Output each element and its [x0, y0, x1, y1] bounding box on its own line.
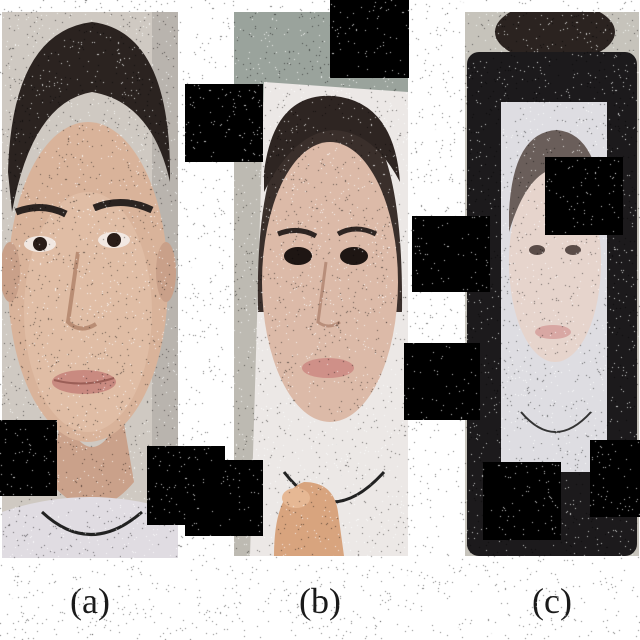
occluder-box	[545, 157, 623, 235]
occluder-box	[404, 343, 480, 420]
occluder-box	[185, 84, 263, 162]
panel-c-label: (c)	[532, 581, 572, 621]
panel-a-label: (a)	[70, 581, 110, 621]
occluder-box	[412, 216, 490, 292]
occluder-box	[330, 0, 409, 78]
occluder-box	[0, 420, 57, 496]
occluder-box	[590, 440, 640, 517]
occluder-box	[185, 460, 263, 536]
panel-b-label: (b)	[299, 581, 341, 621]
occluder-box	[483, 462, 561, 540]
